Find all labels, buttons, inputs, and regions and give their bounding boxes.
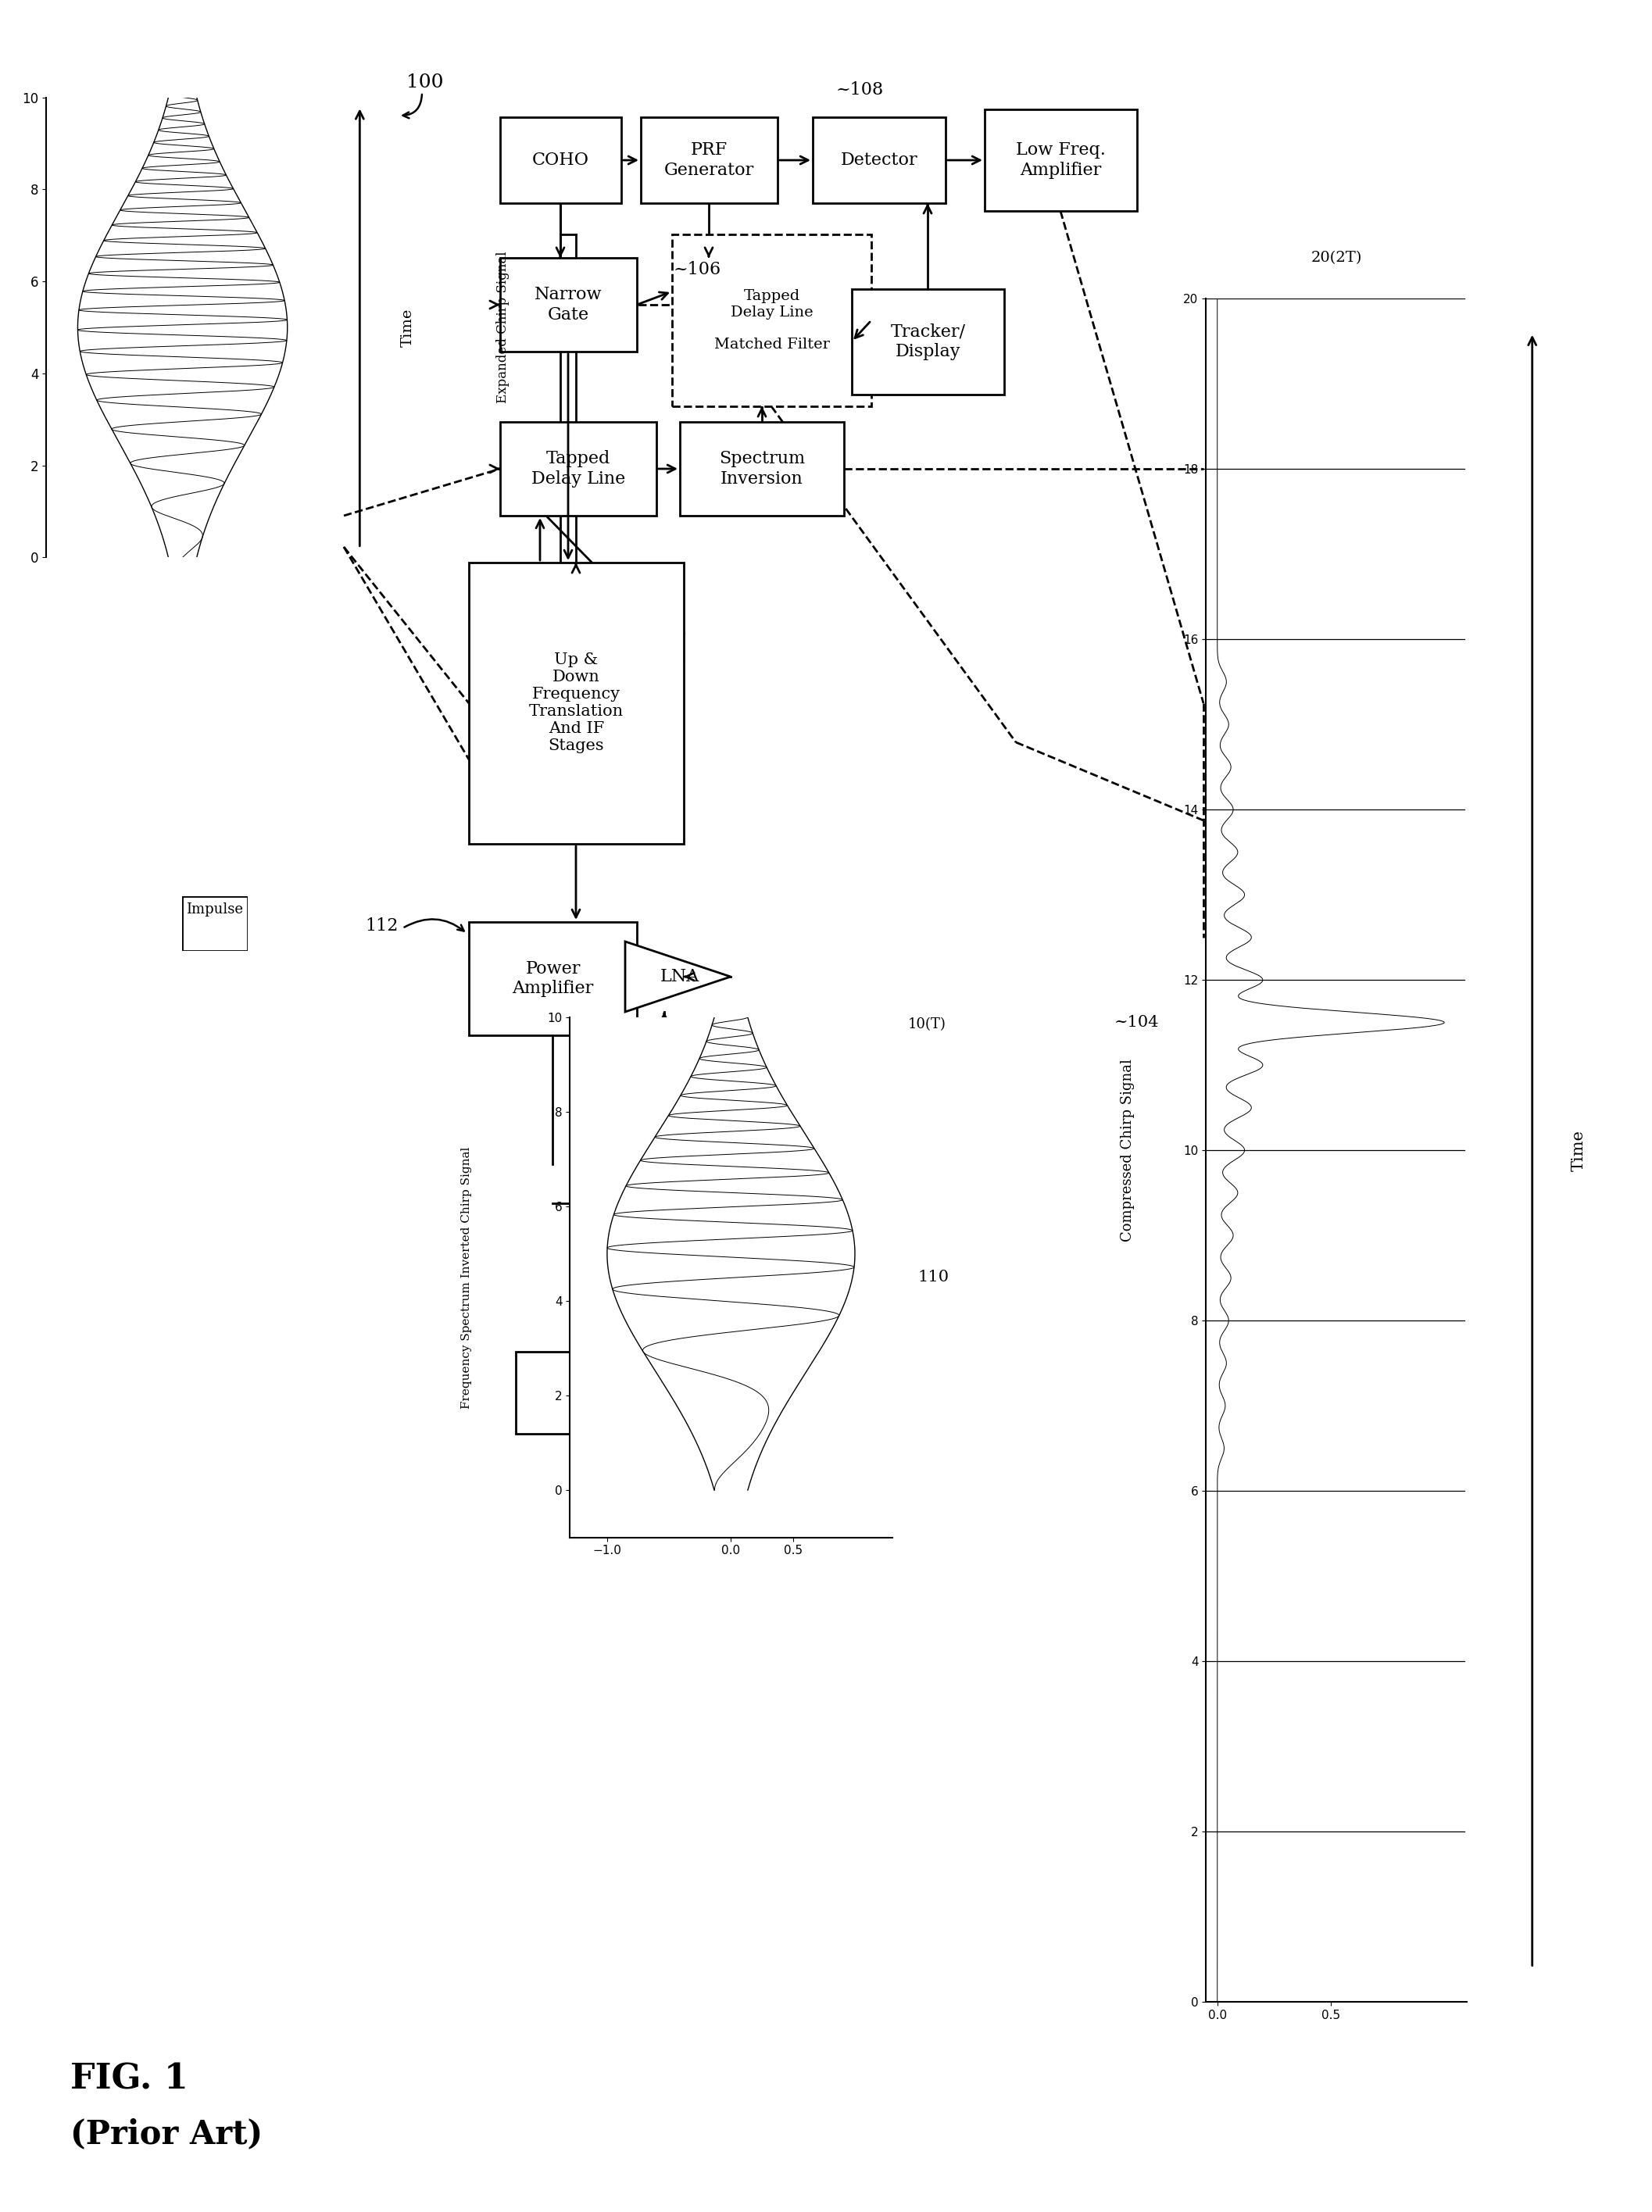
Bar [813,117,945,204]
Text: Tapped
Delay Line

Matched Filter: Tapped Delay Line Matched Filter [714,290,829,352]
Text: ~108: ~108 [836,82,884,100]
Text: Time: Time [400,307,415,347]
Bar [641,117,778,204]
Bar [469,922,638,1035]
Text: Tracker/
Display: Tracker/ Display [890,323,965,361]
Text: ~104: ~104 [1113,1015,1160,1031]
Text: 20(2T): 20(2T) [1312,250,1361,265]
Bar [618,1164,710,1243]
Bar [681,422,844,515]
Text: COHO: COHO [532,153,590,168]
Text: Impulse: Impulse [187,902,243,916]
Text: Low Freq.
Amplifier: Low Freq. Amplifier [1016,142,1105,179]
Text: PRF
Generator: PRF Generator [664,142,755,179]
Text: Detector: Detector [841,153,917,168]
Bar [852,290,1004,394]
Text: 112: 112 [365,918,398,933]
Bar [469,562,684,843]
Bar [501,117,621,204]
Text: 110: 110 [919,1270,950,1285]
Text: 100: 100 [406,73,443,91]
Text: Spectrum
Inversion: Spectrum Inversion [719,451,805,487]
Bar [672,234,871,407]
Bar [515,1352,773,1433]
FancyArrowPatch shape [902,1272,909,1276]
Text: Up &
Down
Frequency
Translation
And IF
Stages: Up & Down Frequency Translation And IF S… [529,653,624,754]
Text: 10(T): 10(T) [909,1018,947,1031]
Text: (Prior Art): (Prior Art) [71,2117,263,2150]
FancyArrowPatch shape [403,95,421,117]
Text: Power
Amplifier: Power Amplifier [512,960,593,998]
Bar [501,259,638,352]
Text: LNA: LNA [661,969,699,984]
Text: Compressed Chirp Signal: Compressed Chirp Signal [1120,1060,1135,1241]
Text: Expanded Chirp Signal: Expanded Chirp Signal [496,252,509,403]
Text: A N T E N N A: A N T E N N A [580,1385,709,1402]
Text: ~106: ~106 [674,261,722,279]
FancyArrowPatch shape [405,920,464,931]
Text: ~102: ~102 [593,1179,641,1197]
Text: Frequency Spectrum Inverted Chirp Signal: Frequency Spectrum Inverted Chirp Signal [461,1146,472,1409]
Text: Tapped
Delay Line: Tapped Delay Line [532,451,624,487]
Bar [501,422,656,515]
Text: FIG. 1: FIG. 1 [71,2064,188,2097]
Bar [985,108,1137,210]
Text: Time: Time [1571,1130,1586,1170]
Text: Narrow
Gate: Narrow Gate [535,285,603,323]
Polygon shape [624,942,730,1011]
